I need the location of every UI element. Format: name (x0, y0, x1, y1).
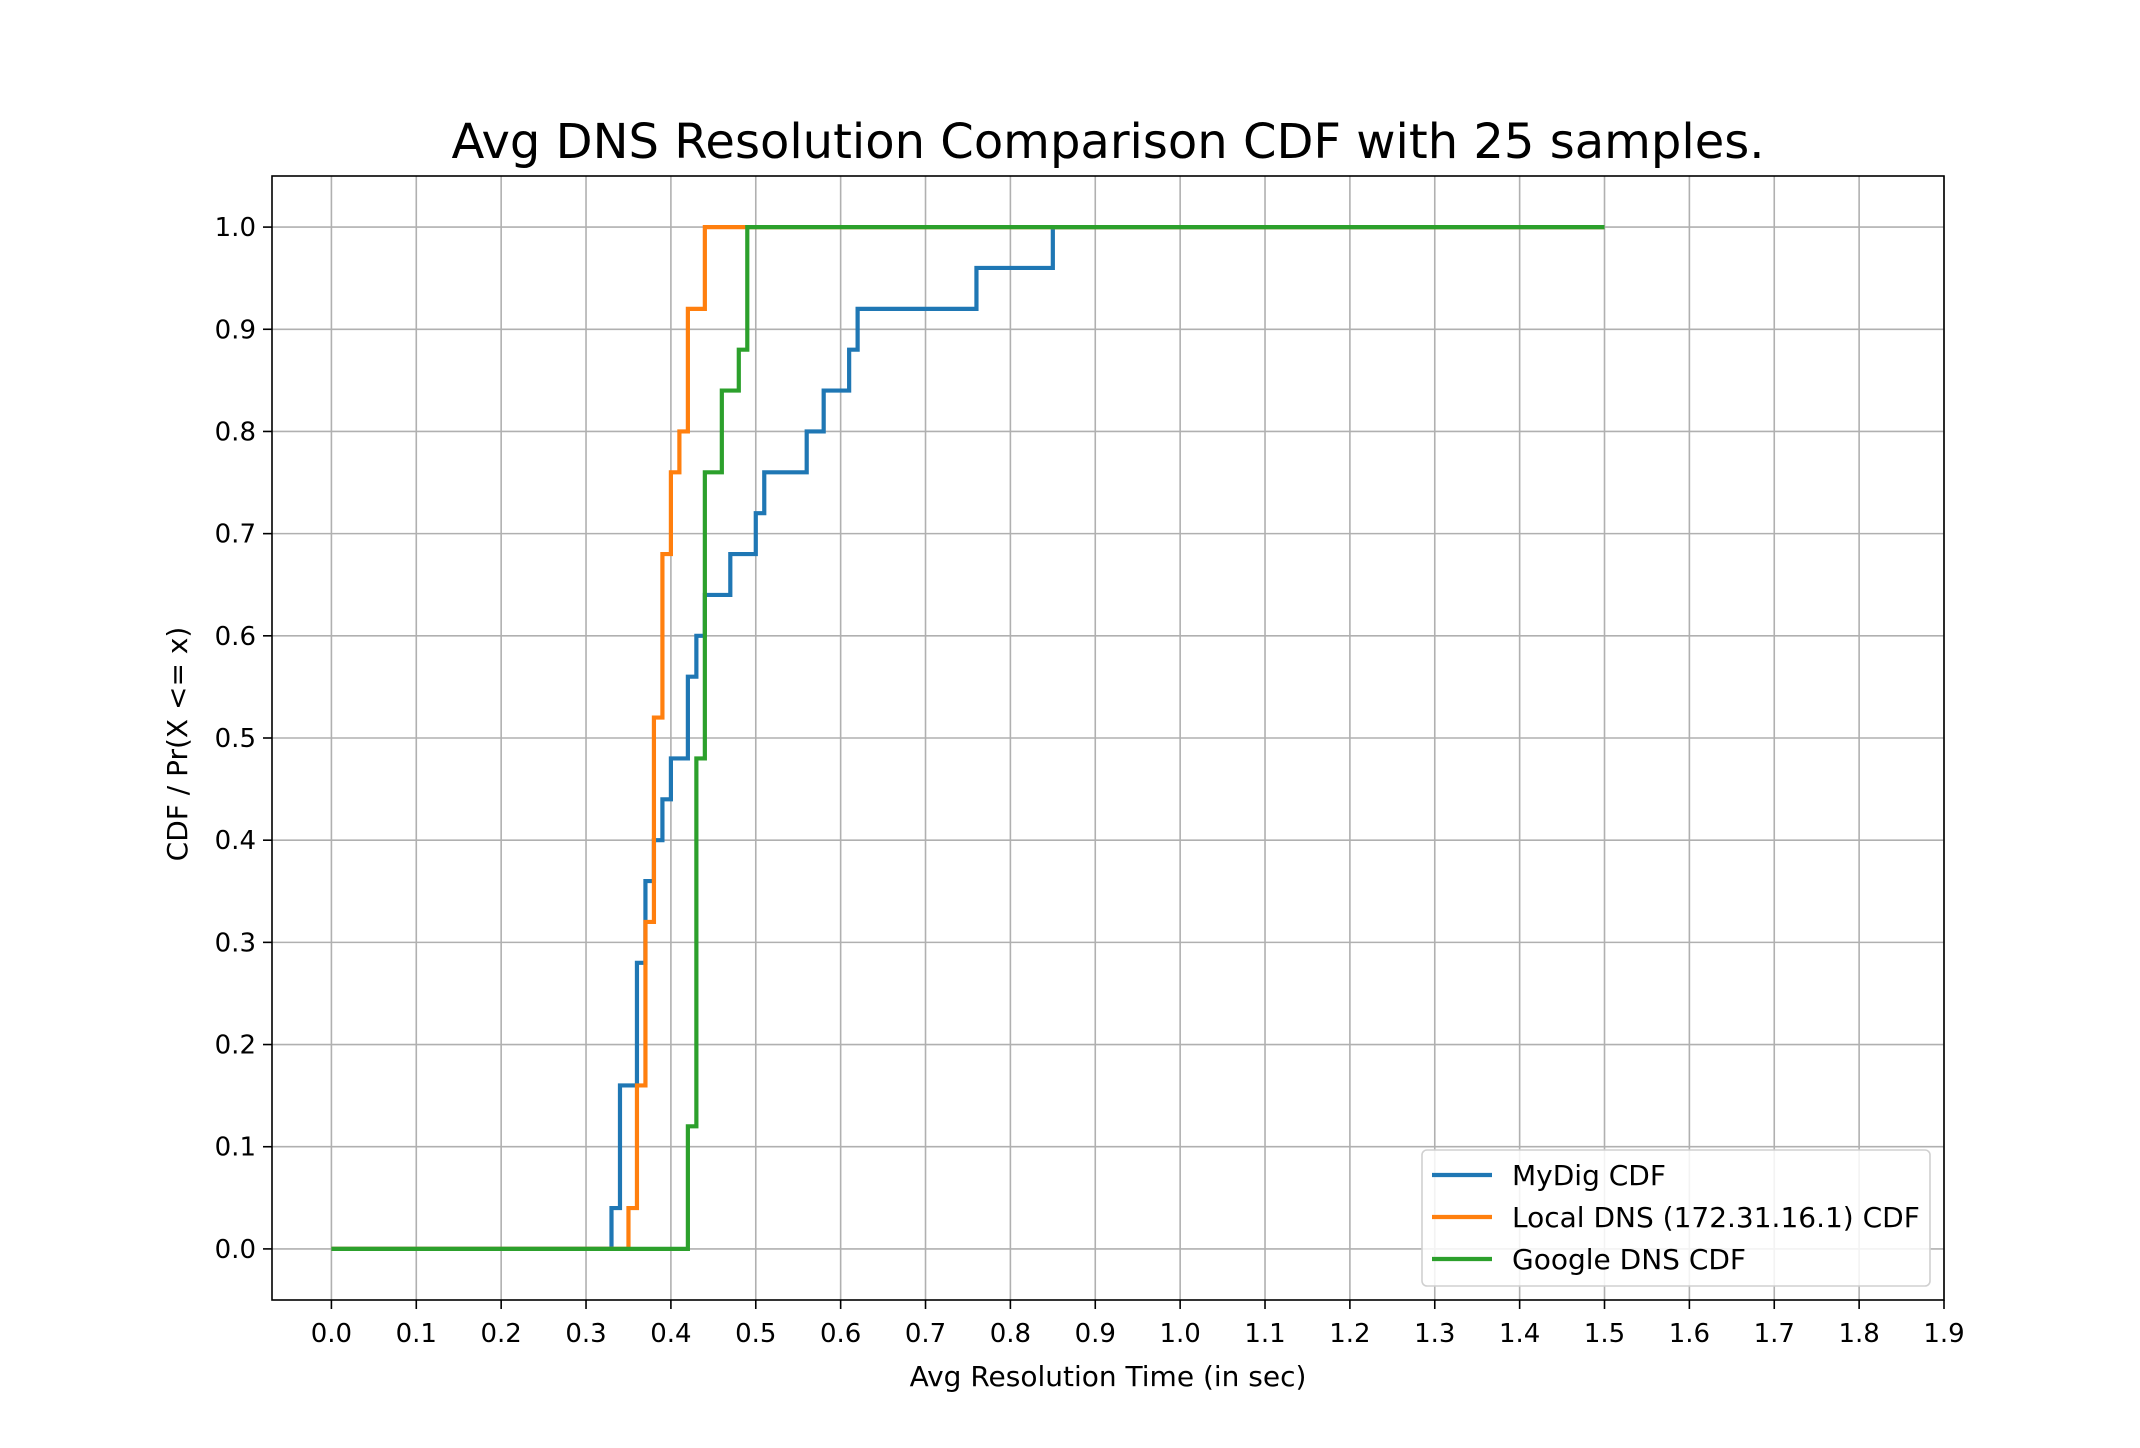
y-tick-label: 0.3 (215, 928, 256, 958)
x-tick-label: 1.2 (1329, 1319, 1370, 1349)
x-axis-ticks: 0.0 0.1 0.2 0.3 0.4 0.5 0.6 0.7 0.8 0.9 1.0 1.1 1.2 1… (311, 1300, 1965, 1349)
x-tick-label: 0.0 (311, 1319, 352, 1349)
y-tick-label: 0.1 (215, 1133, 256, 1163)
series-line-3 (331, 224, 1605, 1252)
series-layer (331, 224, 1605, 1252)
x-tick-label: 1.9 (1923, 1319, 1964, 1349)
y-tick-label: 0.2 (215, 1031, 256, 1061)
series-line-2 (331, 224, 1605, 1252)
legend: MyDig CDF Local DNS (172.31.16.1) CDF Goog… (1421, 1149, 1931, 1287)
x-tick-label: 1.5 (1584, 1319, 1625, 1349)
x-tick-label: 0.7 (905, 1319, 946, 1349)
x-tick-label: 0.9 (1075, 1319, 1116, 1349)
chart-title: Avg DNS Resolution Comparison CDF with 2… (451, 114, 1764, 170)
y-tick-label: 0.7 (215, 520, 256, 550)
y-axis-ticks: 0.0 0.1 0.2 0.3 0.4 0.5 0.6 0.7 0.8 0.9 1.0 (215, 213, 272, 1265)
x-tick-label: 1.6 (1669, 1319, 1710, 1349)
x-tick-label: 1.4 (1499, 1319, 1540, 1349)
x-tick-label: 1.7 (1754, 1319, 1795, 1349)
y-tick-label: 0.6 (215, 622, 256, 652)
legend-label-1: MyDig CDF (1512, 1159, 1666, 1192)
y-tick-label: 0.4 (215, 826, 256, 856)
x-tick-label: 0.3 (565, 1319, 606, 1349)
x-tick-label: 1.1 (1244, 1319, 1285, 1349)
x-tick-label: 1.0 (1159, 1319, 1200, 1349)
x-tick-label: 1.8 (1838, 1319, 1879, 1349)
grid-lines (272, 176, 1945, 1300)
y-tick-label: 1.0 (215, 213, 256, 243)
x-axis-label: Avg Resolution Time (in sec) (910, 1360, 1307, 1393)
y-tick-label: 0.8 (215, 417, 256, 447)
y-tick-label: 0.0 (215, 1235, 256, 1265)
x-tick-label: 0.1 (396, 1319, 437, 1349)
legend-label-3: Google DNS CDF (1512, 1243, 1746, 1276)
y-tick-label: 0.5 (215, 724, 256, 754)
legend-label-2: Local DNS (172.31.16.1) CDF (1512, 1201, 1920, 1234)
y-tick-label: 0.9 (215, 315, 256, 345)
x-tick-label: 0.2 (480, 1319, 521, 1349)
x-tick-label: 0.8 (990, 1319, 1031, 1349)
legend-box (1421, 1149, 1931, 1287)
x-tick-label: 1.3 (1414, 1319, 1455, 1349)
x-tick-label: 0.4 (650, 1319, 691, 1349)
y-axis-label: CDF / Pr(X <= x) (161, 627, 194, 862)
x-tick-label: 0.5 (735, 1319, 776, 1349)
x-tick-label: 0.6 (820, 1319, 861, 1349)
